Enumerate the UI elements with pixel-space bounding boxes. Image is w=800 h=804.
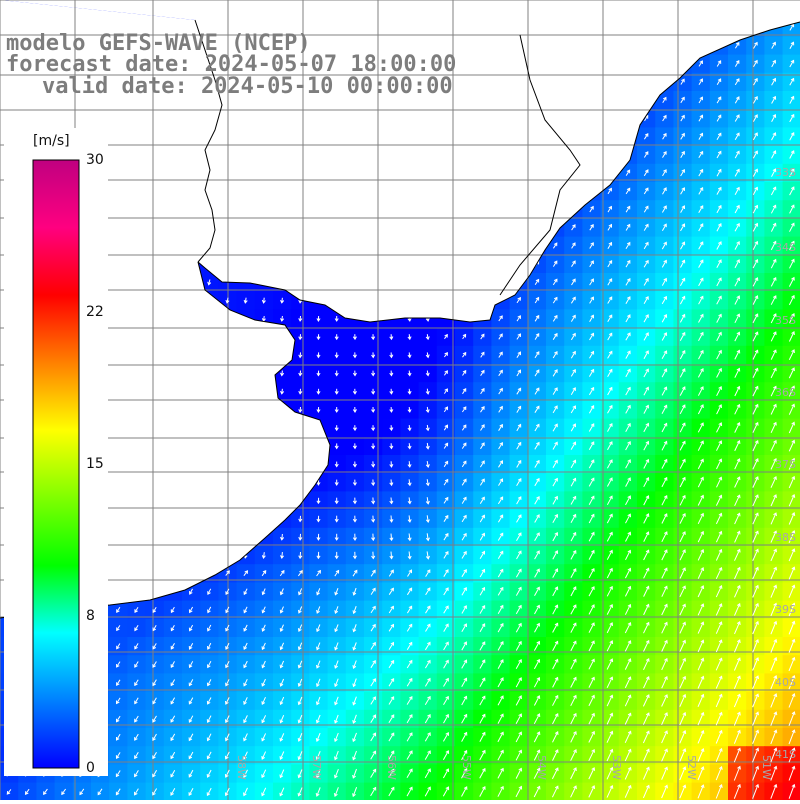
lat-label: 40S — [775, 676, 796, 689]
lon-label: 51W — [760, 755, 773, 780]
colorbar-tick-15: 15 — [86, 457, 104, 471]
lon-label: 54W — [535, 755, 548, 780]
colorbar-tick-30: 30 — [86, 153, 104, 167]
lat-label: 36S — [775, 386, 796, 399]
lat-label: 37S — [775, 458, 796, 471]
lon-label: 56W — [385, 755, 398, 780]
lon-label: 58W — [235, 755, 248, 780]
lon-label: 53W — [610, 755, 623, 780]
lat-label: 41S — [775, 748, 796, 761]
colorbar-unit: [m/s] — [33, 134, 70, 148]
colorbar-tick-0: 0 — [86, 761, 95, 775]
colorbar — [4, 128, 108, 776]
lat-label: 34S — [775, 241, 796, 254]
lat-label: 33S — [775, 166, 796, 179]
lat-label: 35S — [775, 314, 796, 327]
lon-label: 57W — [310, 755, 323, 780]
colorbar-tick-22: 22 — [86, 305, 104, 319]
lat-label: 38S — [775, 531, 796, 544]
colorbar-tick-8: 8 — [86, 609, 95, 623]
title-valid-date: valid date: 2024-05-10 00:00:00 — [42, 75, 453, 99]
lon-label: 55W — [460, 755, 473, 780]
lon-label: 52W — [685, 755, 698, 780]
colorbar-gradient — [33, 160, 79, 768]
lat-label: 39S — [775, 603, 796, 616]
